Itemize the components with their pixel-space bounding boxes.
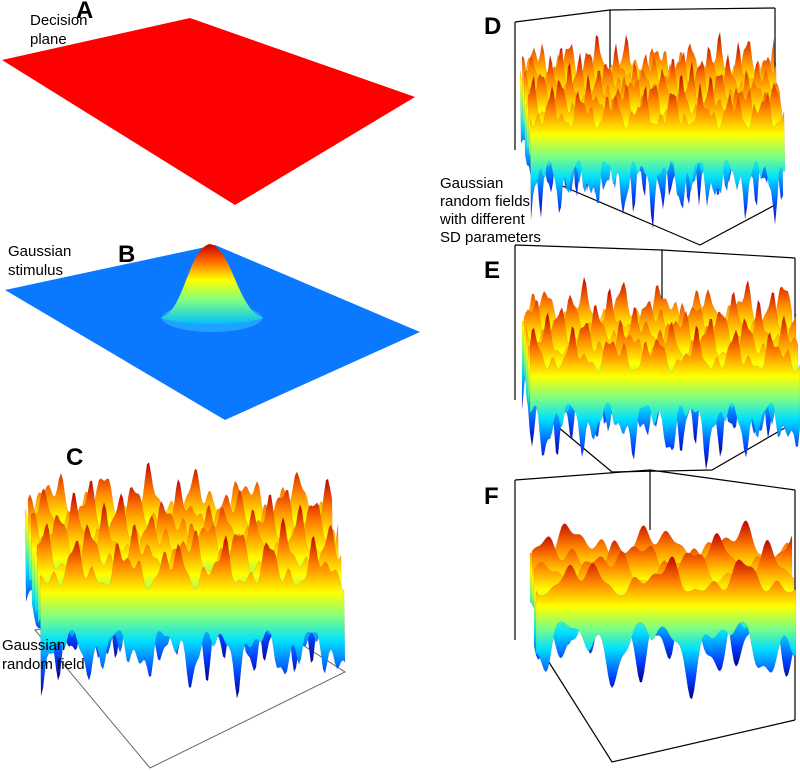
caption: SD parameters — [440, 229, 541, 246]
labels: A Decision plane B Gaussian stimulus C G… — [2, 0, 541, 673]
panel-label: B — [118, 241, 135, 268]
caption: stimulus — [8, 262, 63, 279]
caption: random field — [2, 656, 85, 673]
caption: Decision — [30, 12, 88, 29]
surfaces — [24, 32, 800, 700]
surface-ridge — [39, 534, 346, 699]
surface-ridge — [529, 83, 786, 229]
caption: Gaussian — [440, 175, 503, 192]
caption: with different — [439, 211, 526, 228]
caption: random fields — [440, 193, 530, 210]
decision-plane — [2, 18, 415, 205]
cube-frame — [514, 469, 796, 763]
surface-ridge — [529, 325, 800, 470]
surface-ridge — [535, 555, 797, 700]
panel-label: C — [66, 444, 83, 471]
panel-label: E — [484, 257, 500, 284]
stimulus-plane — [5, 245, 420, 420]
caption: Gaussian — [2, 637, 65, 654]
caption: plane — [30, 31, 67, 48]
gaussian-bump — [160, 244, 264, 324]
panel-label: A — [76, 0, 93, 24]
panel-label: D — [484, 13, 501, 40]
caption: Gaussian — [8, 243, 71, 260]
panel-label: F — [484, 483, 499, 510]
